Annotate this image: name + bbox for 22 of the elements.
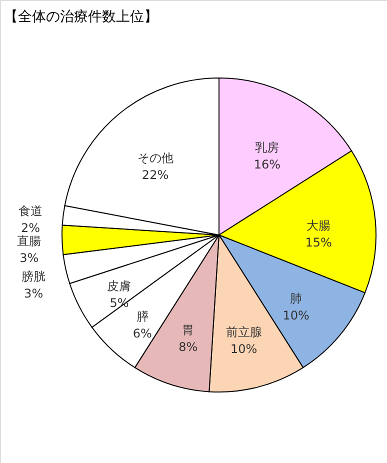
slice-label: 膀胱 (22, 269, 46, 284)
data-label: 10% (282, 308, 310, 323)
data-label: 3% (20, 250, 39, 265)
slice-label: 乳房 (255, 140, 280, 154)
data-label: 16% (254, 157, 281, 172)
data-label: 6% (132, 326, 152, 341)
data-label: 2% (20, 221, 40, 236)
slice-label: 大腸 (306, 218, 331, 233)
data-label: 10% (230, 342, 258, 356)
slice-label: 前立腺 (226, 324, 262, 339)
data-label: 8% (178, 340, 198, 354)
slice-label: 食道 (18, 204, 42, 218)
slice-label: 肺 (290, 292, 302, 306)
slice-label: 膵 (136, 310, 148, 324)
slice-label: 胃 (182, 323, 194, 338)
slice-label: その他 (137, 150, 174, 165)
slice-label: 直腸 (17, 234, 42, 248)
data-label: 3% (24, 286, 44, 300)
slice-label: 皮膚 (107, 278, 132, 293)
data-label: 15% (305, 236, 332, 250)
data-label: 22% (142, 168, 169, 182)
chart-title: 【全体の治療件数上位】 (4, 9, 158, 25)
